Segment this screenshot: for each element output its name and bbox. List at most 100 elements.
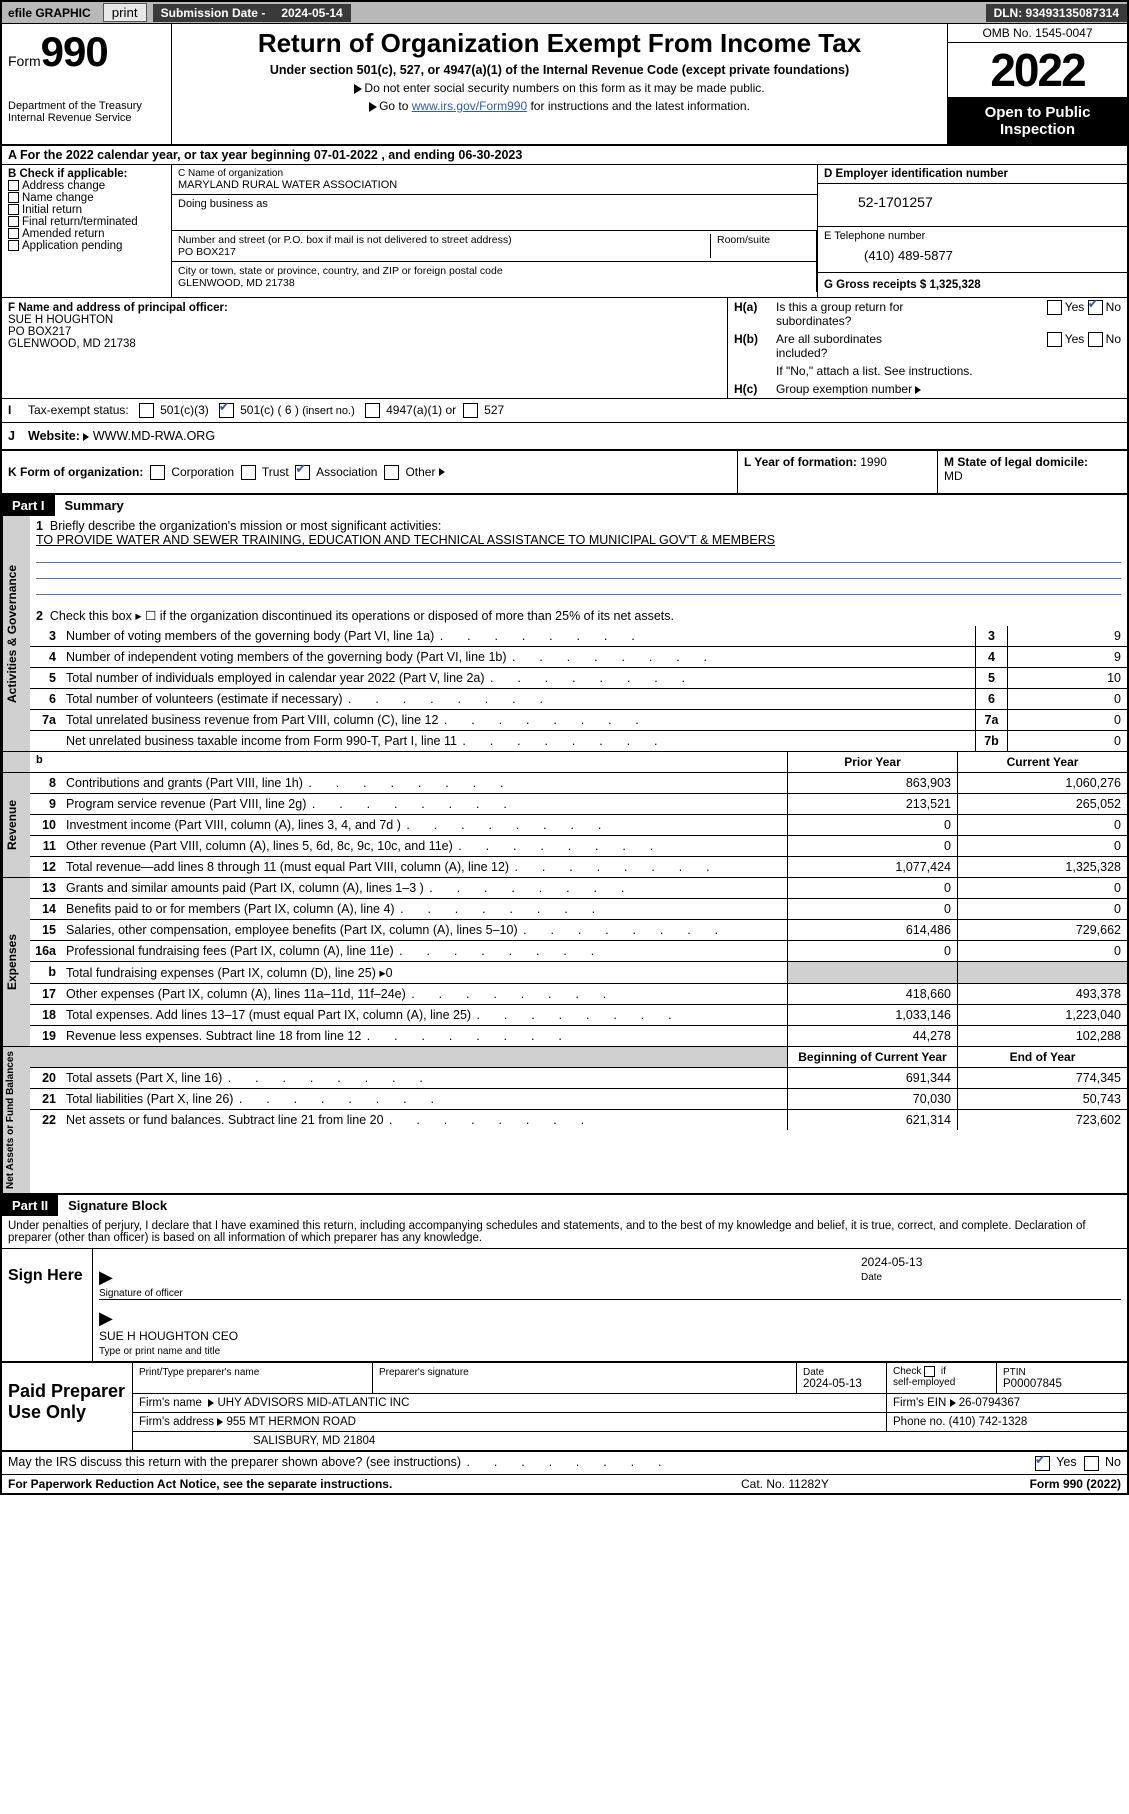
arrow-icon [915, 386, 921, 394]
paid-preparer-row: Paid Preparer Use Only Print/Type prepar… [2, 1363, 1127, 1452]
row-k-l-m: K Form of organization: Corporation Trus… [2, 451, 1127, 495]
arrow-icon [208, 1399, 214, 1407]
chk-assoc[interactable] [295, 465, 310, 480]
website-value: WWW.MD-RWA.ORG [93, 429, 215, 443]
summary-line: 14Benefits paid to or for members (Part … [30, 899, 1127, 920]
irs-discuss-row: May the IRS discuss this return with the… [2, 1452, 1127, 1474]
sig-date: 2024-05-13 [861, 1255, 922, 1269]
summary-line: 4Number of independent voting members of… [30, 647, 1127, 668]
col-b-checkboxes: B Check if applicable: Address change Na… [2, 165, 172, 297]
mission-block: 1 Briefly describe the organization's mi… [30, 516, 1127, 598]
form-title: Return of Organization Exempt From Incom… [180, 28, 939, 59]
end-year-hdr: End of Year [957, 1047, 1127, 1067]
firm-phone: (410) 742-1328 [949, 1416, 1028, 1428]
row-a-tax-year: A For the 2022 calendar year, or tax yea… [2, 146, 1127, 165]
summary-line: 15Salaries, other compensation, employee… [30, 920, 1127, 941]
print-button[interactable]: print [103, 3, 147, 22]
chk-hb-no[interactable] [1088, 332, 1103, 347]
row-i-tax-exempt: I Tax-exempt status: 501(c)(3) 501(c) ( … [2, 399, 1127, 423]
section-expenses: Expenses 13Grants and similar amounts pa… [2, 878, 1127, 1047]
submission-date-label: Submission Date - [153, 4, 274, 22]
chk-501c3[interactable] [139, 403, 154, 418]
summary-line: 18Total expenses. Add lines 13–17 (must … [30, 1005, 1127, 1026]
year-formation: 1990 [860, 455, 887, 469]
officer-name: SUE H HOUGHTON [8, 314, 721, 326]
section-revenue: Revenue 8Contributions and grants (Part … [2, 773, 1127, 878]
chk-amended-return[interactable]: Amended return [8, 228, 165, 240]
dln-label: DLN: 93493135087314 [986, 4, 1127, 22]
chk-self-employed[interactable] [924, 1366, 935, 1377]
state-domicile: MD [944, 469, 963, 483]
org-name: MARYLAND RURAL WATER ASSOCIATION [178, 179, 811, 191]
summary-line: 22Net assets or fund balances. Subtract … [30, 1110, 1127, 1130]
org-city: GLENWOOD, MD 21738 [178, 277, 810, 289]
arrow-icon [369, 102, 377, 112]
section-net-assets: Net Assets or Fund Balances Beginning of… [2, 1047, 1127, 1195]
firm-address: 955 MT HERMON ROAD [226, 1416, 356, 1428]
chk-527[interactable] [463, 403, 478, 418]
form-word: Form [8, 53, 41, 69]
chk-other[interactable] [384, 465, 399, 480]
summary-line: 8Contributions and grants (Part VIII, li… [30, 773, 1127, 794]
part-1-header: Part I Summary [2, 495, 1127, 516]
prep-date: 2024-05-13 [803, 1378, 862, 1390]
form-header: Form990 Department of the Treasury Inter… [2, 24, 1127, 146]
org-street: PO BOX217 [178, 246, 710, 258]
summary-line: 12Total revenue—add lines 8 through 11 (… [30, 857, 1127, 877]
chk-4947[interactable] [365, 403, 380, 418]
summary-line: 21Total liabilities (Part X, line 26)70,… [30, 1089, 1127, 1110]
tax-year: 2022 [948, 43, 1127, 98]
current-year-hdr: Current Year [957, 752, 1127, 772]
ptin-value: P00007845 [1003, 1378, 1062, 1390]
form-subtitle-2: Do not enter social security numbers on … [180, 81, 939, 95]
officer-signature-name: SUE H HOUGHTON CEO [99, 1329, 238, 1343]
form-subtitle-3: Go to www.irs.gov/Form990 for instructio… [180, 99, 939, 113]
chk-trust[interactable] [241, 465, 256, 480]
firm-name: UHY ADVISORS MID-ATLANTIC INC [218, 1397, 410, 1409]
summary-line: 10Investment income (Part VIII, column (… [30, 815, 1127, 836]
summary-line: Net unrelated business taxable income fr… [30, 731, 1127, 751]
firm-ein: 26-0794367 [959, 1397, 1020, 1409]
form-number: Form990 [8, 28, 165, 76]
summary-line: 19Revenue less expenses. Subtract line 1… [30, 1026, 1127, 1046]
chk-501c[interactable] [219, 403, 234, 418]
org-name-box: C Name of organization MARYLAND RURAL WA… [172, 165, 817, 195]
chk-application-pending[interactable]: Application pending [8, 240, 165, 252]
chk-discuss-no[interactable] [1084, 1456, 1099, 1471]
chk-ha-no[interactable] [1088, 300, 1103, 315]
omb-number: OMB No. 1545-0047 [948, 24, 1127, 43]
efile-label: efile GRAPHIC [2, 4, 97, 22]
arrow-icon [950, 1399, 956, 1407]
chk-ha-yes[interactable] [1047, 300, 1062, 315]
section-b-c-d: B Check if applicable: Address change Na… [2, 165, 1127, 298]
chk-corp[interactable] [150, 465, 165, 480]
chk-discuss-yes[interactable] [1035, 1456, 1050, 1471]
col-d-e-g: D Employer identification number 52-1701… [817, 165, 1127, 297]
summary-line: bTotal fundraising expenses (Part IX, co… [30, 962, 1127, 984]
beginning-year-hdr: Beginning of Current Year [787, 1047, 957, 1067]
summary-line: 11Other revenue (Part VIII, column (A), … [30, 836, 1127, 857]
top-toolbar: efile GRAPHIC print Submission Date - 20… [2, 2, 1127, 24]
gross-receipts: G Gross receipts $ 1,325,328 [818, 273, 1127, 297]
summary-line: 5Total number of individuals employed in… [30, 668, 1127, 689]
chk-final-return[interactable]: Final return/terminated [8, 216, 165, 228]
chk-name-change[interactable]: Name change [8, 192, 165, 204]
submission-date-value: 2024-05-14 [273, 4, 350, 22]
arrow-icon [439, 468, 445, 476]
arrow-icon [354, 84, 362, 94]
arrow-icon [83, 433, 89, 441]
chk-address-change[interactable]: Address change [8, 180, 165, 192]
summary-line: 13Grants and similar amounts paid (Part … [30, 878, 1127, 899]
mission-text: TO PROVIDE WATER AND SEWER TRAINING, EDU… [36, 533, 775, 547]
prior-year-hdr: Prior Year [787, 752, 957, 772]
summary-line: 16aProfessional fundraising fees (Part I… [30, 941, 1127, 962]
chk-hb-yes[interactable] [1047, 332, 1062, 347]
chk-initial-return[interactable]: Initial return [8, 204, 165, 216]
irs-link[interactable]: www.irs.gov/Form990 [412, 99, 527, 113]
summary-line: 6Total number of volunteers (estimate if… [30, 689, 1127, 710]
department-label: Department of the Treasury Internal Reve… [8, 100, 165, 124]
part-2-header: Part II Signature Block [2, 1195, 1127, 1216]
form-subtitle-1: Under section 501(c), 527, or 4947(a)(1)… [180, 63, 939, 77]
dba-box: Doing business as [172, 195, 817, 231]
footer: For Paperwork Reduction Act Notice, see … [2, 1475, 1127, 1493]
